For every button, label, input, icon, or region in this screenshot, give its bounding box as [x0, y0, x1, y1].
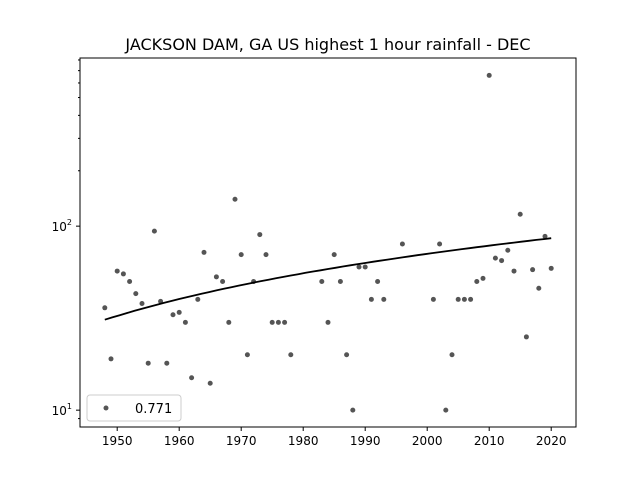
data-point	[344, 352, 350, 358]
data-point	[133, 291, 139, 297]
data-point	[232, 196, 238, 202]
data-point	[201, 249, 207, 255]
y-tick-label: 101	[52, 402, 72, 418]
data-point	[548, 265, 554, 271]
data-point	[492, 255, 498, 261]
chart-title: JACKSON DAM, GA US highest 1 hour rainfa…	[124, 35, 530, 54]
data-point	[480, 275, 486, 281]
legend-marker	[103, 405, 109, 411]
x-tick-label: 1960	[164, 434, 195, 448]
data-point	[127, 279, 133, 285]
data-point	[381, 296, 387, 302]
data-point	[399, 241, 405, 247]
data-point	[238, 252, 244, 258]
data-point	[257, 232, 263, 238]
data-point	[337, 279, 343, 285]
data-point	[437, 241, 443, 247]
data-point	[145, 360, 151, 366]
data-point	[362, 264, 368, 270]
data-point	[449, 352, 455, 358]
data-point	[226, 319, 232, 325]
data-point	[102, 305, 108, 311]
data-point	[523, 334, 529, 340]
data-point	[213, 274, 219, 280]
data-point	[443, 407, 449, 413]
data-point	[486, 72, 492, 78]
data-point	[368, 296, 374, 302]
data-point	[319, 279, 325, 285]
data-point	[474, 279, 480, 285]
data-point	[530, 267, 536, 273]
data-point	[170, 312, 176, 318]
data-point	[139, 300, 145, 306]
data-point	[282, 319, 288, 325]
x-tick-label: 1950	[102, 434, 133, 448]
data-point	[536, 285, 542, 291]
data-point	[189, 375, 195, 381]
plot-frame	[79, 57, 577, 428]
data-point	[331, 252, 337, 258]
data-point	[275, 319, 281, 325]
data-point	[182, 319, 188, 325]
x-tick-label: 2000	[412, 434, 443, 448]
data-point	[207, 380, 213, 386]
data-point	[505, 247, 511, 253]
data-point	[325, 319, 331, 325]
data-point	[499, 258, 505, 264]
data-point	[288, 352, 294, 358]
data-point	[195, 296, 201, 302]
data-point	[269, 319, 275, 325]
data-point	[108, 356, 114, 362]
trend-line	[104, 237, 552, 321]
x-tick-label: 1990	[350, 434, 381, 448]
data-point	[176, 309, 182, 315]
data-point	[517, 211, 523, 217]
data-point	[511, 268, 517, 274]
data-point	[356, 264, 362, 270]
x-tick-label: 2020	[536, 434, 567, 448]
x-tick-label: 2010	[474, 434, 505, 448]
data-point	[164, 360, 170, 366]
x-tick-label: 1980	[288, 434, 319, 448]
data-point	[430, 296, 436, 302]
data-point	[455, 296, 461, 302]
data-point	[220, 279, 226, 285]
data-point	[244, 352, 250, 358]
data-point	[263, 252, 269, 258]
y-tick-label: 102	[52, 218, 72, 234]
data-point	[350, 407, 356, 413]
data-point	[151, 228, 157, 234]
data-point	[542, 233, 548, 239]
legend: 0.771	[86, 394, 182, 422]
x-tick-label: 1970	[226, 434, 257, 448]
data-point	[120, 271, 126, 277]
data-point	[468, 296, 474, 302]
legend-box	[86, 394, 182, 422]
data-point	[114, 268, 120, 274]
legend-label: 0.771	[135, 402, 172, 417]
data-point	[375, 279, 381, 285]
data-point	[461, 296, 467, 302]
